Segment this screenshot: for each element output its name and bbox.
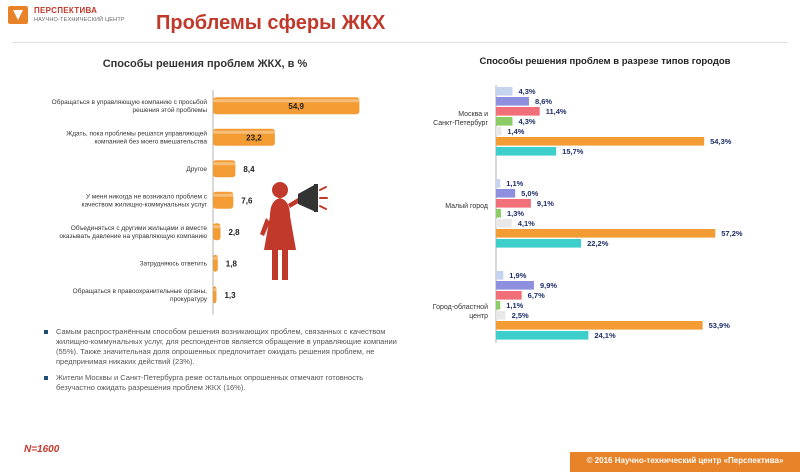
bar xyxy=(496,239,582,248)
bar-highlight xyxy=(213,162,236,166)
value-label: 1,3 xyxy=(224,291,236,300)
bar xyxy=(213,160,236,178)
bar xyxy=(496,209,501,218)
value-label: 1,8 xyxy=(226,259,238,268)
logo-icon xyxy=(8,6,28,24)
bar xyxy=(496,137,705,146)
left-chart-title: Способы решения проблем ЖКХ, в % xyxy=(102,58,308,70)
value-label: 1,3% xyxy=(507,209,524,218)
category-label: Ждать, пока проблемы решатся управляющей… xyxy=(66,129,207,145)
bar-highlight xyxy=(213,288,217,292)
value-label: 4,3% xyxy=(518,117,535,126)
bar xyxy=(496,97,529,106)
bar xyxy=(496,107,540,116)
logo-title: ПЕРСПЕКТИВА xyxy=(34,6,98,15)
bar xyxy=(213,254,218,272)
bullet-item: Самым распространённым способом решения … xyxy=(44,327,399,367)
value-label: 1,1% xyxy=(506,301,523,310)
bar xyxy=(496,331,589,340)
bar xyxy=(496,321,703,330)
logo-subtitle: НАУЧНО-ТЕХНИЧЕСКИЙ ЦЕНТР xyxy=(34,17,125,23)
logo: ПЕРСПЕКТИВА НАУЧНО-ТЕХНИЧЕСКИЙ ЦЕНТР xyxy=(8,4,140,28)
page-title: Проблемы сферы ЖКХ xyxy=(156,12,386,34)
value-label: 9,1% xyxy=(537,199,554,208)
sample-size: N=1600 xyxy=(24,444,60,455)
bar-highlight xyxy=(213,225,221,229)
footer-bar: © 2016 Научно-технический центр «Перспек… xyxy=(570,452,800,472)
right-chart-title: Способы решения проблем в разрезе типов … xyxy=(479,56,731,67)
value-label: 8,4 xyxy=(243,165,255,174)
group-label: Город-областной центр xyxy=(433,303,488,320)
value-label: 1,9% xyxy=(509,271,526,280)
bar xyxy=(496,281,534,290)
value-label: 9,9% xyxy=(540,281,557,290)
category-label: Обращаться в правоохранительные органы, п… xyxy=(73,287,208,303)
bar xyxy=(213,128,275,146)
value-label: 2,5% xyxy=(512,311,529,320)
bullet-item: Жители Москвы и Санкт-Петербурга реже ос… xyxy=(44,373,399,393)
bar xyxy=(496,301,501,310)
bar xyxy=(213,191,234,209)
value-label: 57,2% xyxy=(721,229,743,238)
bar xyxy=(213,223,221,241)
header-divider xyxy=(12,42,788,43)
group-label: Москва и Санкт-Петербург xyxy=(433,111,488,127)
value-label: 1,4% xyxy=(507,127,524,136)
footer-text: © 2016 Научно-технический центр «Перспек… xyxy=(586,456,784,465)
value-label: 54,9 xyxy=(288,102,304,111)
category-label: Обращаться в управляющую компанию с прос… xyxy=(52,98,208,114)
group-label: Малый город xyxy=(445,202,488,210)
bar xyxy=(496,311,506,320)
category-label: Другое xyxy=(186,166,207,173)
category-label: Объединяться с другими жильцами и вместе… xyxy=(59,224,207,240)
value-label: 4,1% xyxy=(518,219,535,228)
bar xyxy=(213,97,360,115)
bar-highlight xyxy=(213,130,275,134)
bar xyxy=(496,87,513,96)
value-label: 1,1% xyxy=(506,179,523,188)
bar xyxy=(496,147,557,156)
bar xyxy=(496,291,522,300)
value-label: 5,0% xyxy=(521,189,538,198)
bar xyxy=(496,229,716,238)
woman-megaphone-icon xyxy=(260,182,328,280)
bar-highlight xyxy=(213,193,234,197)
category-label: У меня никогда не возникало проблем с кач… xyxy=(82,192,208,208)
value-label: 6,7% xyxy=(528,291,545,300)
bar xyxy=(496,179,501,188)
value-label: 4,3% xyxy=(518,87,535,96)
value-label: 7,6 xyxy=(241,196,253,205)
value-label: 54,3% xyxy=(710,137,732,146)
value-label: 53,9% xyxy=(709,321,731,330)
bar-highlight xyxy=(213,99,360,103)
bar xyxy=(496,219,512,228)
value-label: 22,2% xyxy=(587,239,609,248)
bar xyxy=(496,271,504,280)
bar xyxy=(496,189,516,198)
bar xyxy=(496,199,531,208)
value-label: 8,6% xyxy=(535,97,552,106)
value-label: 23,2 xyxy=(246,133,262,142)
bar xyxy=(496,117,513,126)
bar-highlight xyxy=(213,256,218,260)
bar xyxy=(496,127,502,136)
value-label: 24,1% xyxy=(594,331,616,340)
commentary: Самым распространённым способом решения … xyxy=(44,327,399,399)
value-label: 11,4% xyxy=(546,107,567,116)
bar xyxy=(213,286,217,304)
value-label: 2,8 xyxy=(228,228,240,237)
value-label: 15,7% xyxy=(562,147,584,156)
category-label: Затрудняюсь ответить xyxy=(140,260,208,267)
